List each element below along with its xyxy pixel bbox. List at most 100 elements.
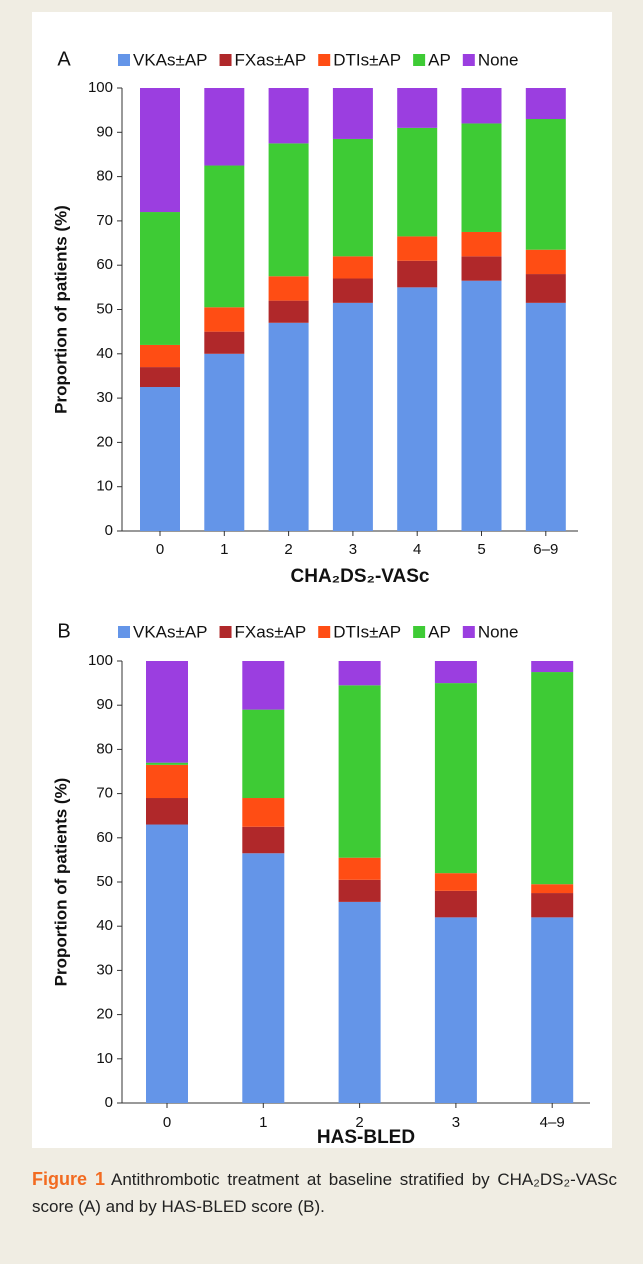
- x-tick-label: 0: [156, 541, 164, 558]
- bar-segment: [146, 824, 188, 1103]
- legend-label: VKAs±AP: [133, 622, 208, 641]
- legend-label: DTIs±AP: [333, 50, 401, 69]
- y-tick-label: 90: [96, 696, 113, 713]
- bar-segment: [204, 331, 245, 354]
- bar-segment: [434, 683, 477, 874]
- legend-label: None: [478, 50, 519, 69]
- bar-segment: [204, 165, 245, 308]
- y-tick-label: 50: [96, 873, 113, 890]
- bar-segment: [268, 88, 309, 144]
- legend-swatch: [219, 626, 232, 638]
- bar-segment: [461, 231, 502, 257]
- y-tick-label: 80: [96, 740, 113, 757]
- bar-segment: [434, 873, 477, 891]
- x-tick-label: 3: [452, 1114, 460, 1131]
- bar-segment: [461, 256, 502, 281]
- bar-segment: [461, 88, 502, 124]
- x-axis-title: HAS-BLED: [317, 1127, 415, 1148]
- y-tick-label: 0: [105, 522, 113, 539]
- bar-segment: [268, 300, 309, 323]
- bar-segment: [397, 127, 438, 237]
- caption-label: Figure 1: [32, 1169, 105, 1189]
- bar-segment: [332, 138, 373, 257]
- x-tick-label: 6–9: [533, 541, 558, 558]
- bar-segment: [140, 212, 180, 345]
- bar-segment: [338, 661, 381, 686]
- bar-segment: [525, 274, 566, 303]
- y-axis-title: Proportion of patients (%): [51, 778, 70, 987]
- bar-segment: [338, 685, 381, 858]
- bar-segment: [242, 661, 285, 710]
- bar-segment: [242, 709, 285, 799]
- bar-segment: [204, 88, 245, 166]
- bar-segment: [204, 307, 245, 332]
- y-axis-title: Proportion of patients (%): [51, 205, 70, 414]
- bar-segment: [461, 123, 502, 232]
- panel-label: A: [57, 48, 71, 70]
- chart-background: [32, 12, 612, 1148]
- y-tick-label: 20: [96, 1006, 113, 1023]
- y-tick-label: 50: [96, 300, 113, 317]
- bar-segment: [525, 88, 566, 120]
- x-tick-label: 1: [259, 1114, 267, 1131]
- bar-segment: [146, 798, 188, 825]
- bar-segment: [146, 661, 188, 763]
- y-tick-label: 60: [96, 829, 113, 846]
- bar-segment: [397, 287, 438, 531]
- bar-segment: [531, 672, 574, 885]
- bar-segment: [268, 322, 309, 531]
- y-tick-label: 60: [96, 256, 113, 273]
- x-tick-label: 3: [349, 541, 357, 558]
- y-tick-label: 70: [96, 212, 113, 229]
- bar-segment: [332, 278, 373, 303]
- bar-segment: [268, 143, 309, 277]
- bar-segment: [146, 764, 188, 799]
- y-tick-label: 100: [88, 652, 113, 669]
- bar-segment: [242, 853, 285, 1103]
- y-tick-label: 80: [96, 168, 113, 185]
- bar-segment: [397, 260, 438, 288]
- bar-segment: [140, 88, 180, 213]
- legend-label: FXas±AP: [235, 622, 307, 641]
- bar-segment: [332, 256, 373, 279]
- y-tick-label: 10: [96, 478, 113, 495]
- bar-segment: [434, 890, 477, 918]
- bar-segment: [531, 661, 574, 673]
- bar-segment: [242, 798, 285, 827]
- bar-segment: [338, 879, 381, 902]
- legend-swatch: [413, 54, 426, 66]
- y-tick-label: 40: [96, 345, 113, 362]
- bar-segment: [338, 901, 381, 1103]
- legend-label: AP: [428, 622, 451, 641]
- y-tick-label: 10: [96, 1050, 113, 1067]
- caption: Figure 1 Antithrombotic treatment at base…: [32, 1166, 617, 1220]
- x-tick-label: 4: [413, 541, 421, 558]
- bar-segment: [397, 88, 438, 128]
- panel-label: B: [57, 620, 70, 642]
- bar-segment: [434, 661, 477, 684]
- bar-segment: [204, 353, 245, 531]
- bar-segment: [531, 917, 574, 1103]
- legend-label: VKAs±AP: [133, 50, 208, 69]
- bar-segment: [525, 249, 566, 275]
- legend-label: DTIs±AP: [333, 622, 401, 641]
- legend-swatch: [318, 54, 331, 66]
- bar-segment: [140, 387, 180, 531]
- legend-swatch: [219, 54, 232, 66]
- x-tick-label: 2: [355, 1114, 363, 1131]
- bar-segment: [531, 884, 574, 894]
- y-tick-label: 40: [96, 917, 113, 934]
- bar-segment: [268, 276, 309, 301]
- bar-segment: [461, 280, 502, 531]
- x-axis-title: CHA₂DS₂-VASc: [291, 566, 430, 587]
- legend-swatch: [462, 626, 475, 638]
- y-tick-label: 30: [96, 389, 113, 406]
- bar-segment: [242, 826, 285, 854]
- y-tick-label: 90: [96, 123, 113, 140]
- bar-segment: [525, 119, 566, 250]
- bar-segment: [140, 367, 180, 388]
- legend-swatch: [462, 54, 475, 66]
- chart-panel: A VKAs±AP FXas±AP DTIs±AP AP None010203040506…: [32, 12, 612, 1148]
- x-tick-label: 0: [163, 1114, 171, 1131]
